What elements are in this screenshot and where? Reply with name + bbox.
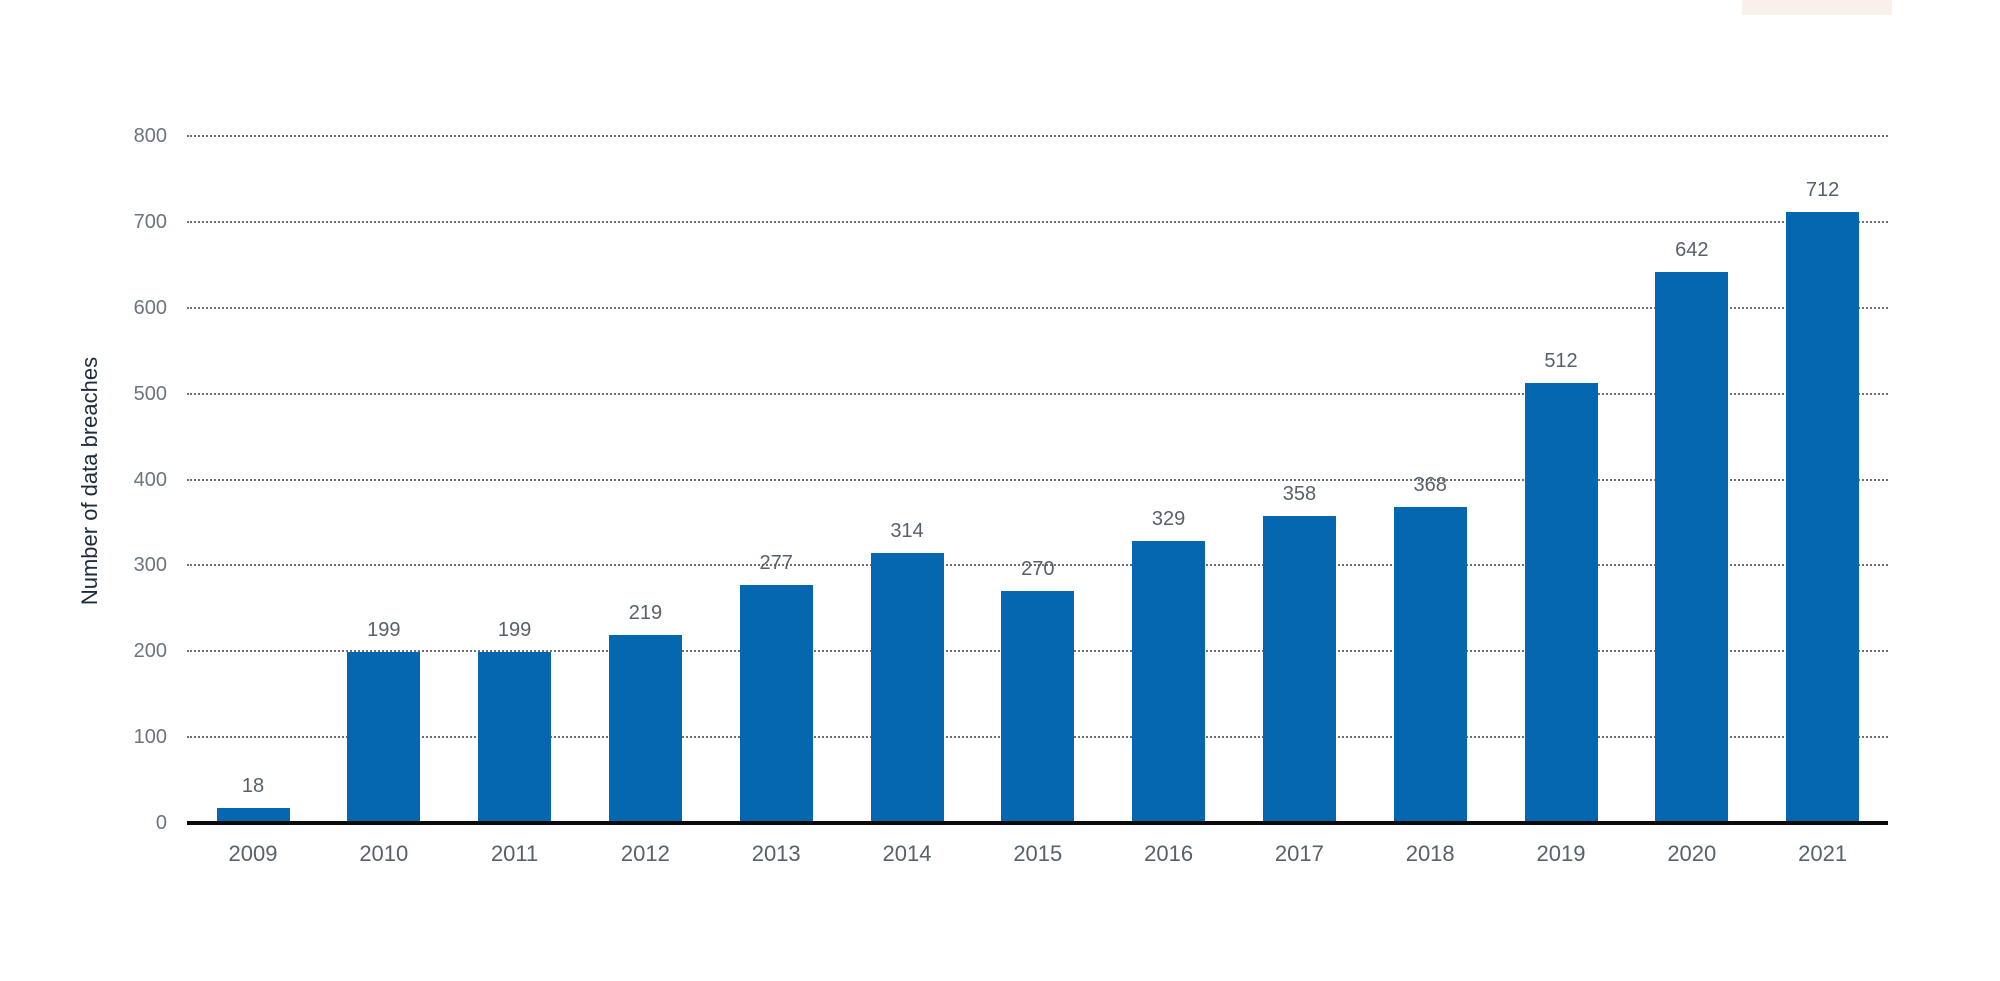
bar-value-label-2013: 277 bbox=[759, 552, 793, 575]
x-tick-label-2012: 2012 bbox=[620, 841, 670, 866]
bar-value-label-2018: 368 bbox=[1413, 474, 1447, 497]
y-tick-label-600: 600 bbox=[133, 296, 167, 319]
bar-value-label-2010: 199 bbox=[367, 619, 401, 642]
x-axis-line bbox=[187, 821, 1888, 825]
y-tick-label-400: 400 bbox=[133, 468, 167, 491]
y-tick-label-800: 800 bbox=[133, 125, 167, 148]
y-tick-label-700: 700 bbox=[133, 211, 167, 234]
x-tick-label-2020: 2020 bbox=[1667, 841, 1717, 866]
bar-value-label-2011: 199 bbox=[497, 619, 532, 642]
x-tick-label-2015: 2015 bbox=[1013, 841, 1063, 866]
bar-value-label-2015: 270 bbox=[1021, 558, 1055, 581]
bar-2020 bbox=[1655, 271, 1729, 823]
gridline-700 bbox=[187, 221, 1888, 224]
x-tick-label-2021: 2021 bbox=[1798, 841, 1848, 866]
bar-2021 bbox=[1786, 211, 1860, 823]
gridline-600 bbox=[187, 306, 1888, 309]
bar-2010 bbox=[347, 652, 421, 823]
bar-value-label-2009: 18 bbox=[241, 774, 265, 797]
gridline-800 bbox=[187, 135, 1888, 138]
bar-2009 bbox=[216, 807, 290, 823]
x-tick-label-2010: 2010 bbox=[359, 841, 409, 866]
bar-2015 bbox=[1001, 591, 1075, 823]
bar-2011 bbox=[478, 652, 552, 823]
x-tick-label-2019: 2019 bbox=[1536, 841, 1586, 866]
x-tick-label-2014: 2014 bbox=[882, 841, 932, 866]
bar-2012 bbox=[608, 634, 682, 823]
bar-2017 bbox=[1262, 515, 1336, 823]
bar-2018 bbox=[1393, 507, 1467, 823]
x-tick-label-2017: 2017 bbox=[1274, 841, 1324, 866]
cropped-logo-remnant bbox=[1742, 0, 1892, 15]
bar-value-label-2016: 329 bbox=[1151, 507, 1186, 530]
bar-2016 bbox=[1132, 540, 1206, 823]
gridline-500 bbox=[187, 392, 1888, 395]
gridline-400 bbox=[187, 478, 1888, 481]
x-tick-label-2018: 2018 bbox=[1405, 841, 1455, 866]
bar-value-label-2017: 358 bbox=[1282, 482, 1317, 505]
x-tick-label-2009: 2009 bbox=[228, 841, 278, 866]
bar-2019 bbox=[1524, 383, 1598, 823]
bar-value-label-2014: 314 bbox=[890, 520, 924, 543]
x-tick-label-2016: 2016 bbox=[1144, 841, 1194, 866]
y-tick-label-100: 100 bbox=[133, 726, 167, 749]
y-tick-label-300: 300 bbox=[133, 554, 167, 577]
bar-2014 bbox=[870, 553, 944, 823]
x-tick-label-2013: 2013 bbox=[751, 841, 801, 866]
bar-value-label-2020: 642 bbox=[1675, 238, 1709, 261]
bar-2013 bbox=[739, 585, 813, 823]
y-tick-label-0: 0 bbox=[155, 812, 167, 834]
gridline-300 bbox=[187, 564, 1888, 567]
y-tick-label-200: 200 bbox=[133, 640, 167, 663]
bar-value-label-2019: 512 bbox=[1544, 350, 1578, 373]
bar-value-label-2012: 219 bbox=[628, 601, 663, 624]
x-tick-label-2011: 2011 bbox=[490, 841, 539, 866]
y-tick-label-500: 500 bbox=[133, 382, 167, 405]
bar-value-label-2021: 712 bbox=[1805, 178, 1840, 201]
